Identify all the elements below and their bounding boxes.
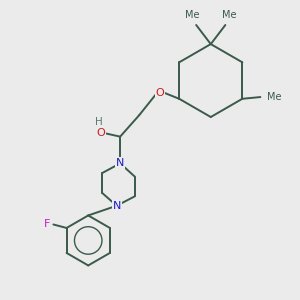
Text: N: N (112, 201, 121, 211)
Text: H: H (95, 117, 103, 127)
Text: F: F (44, 219, 51, 229)
Text: Me: Me (222, 11, 236, 20)
Text: Me: Me (185, 11, 200, 20)
Text: Me: Me (267, 92, 282, 102)
Text: N: N (116, 158, 124, 168)
Text: O: O (97, 128, 105, 138)
Text: O: O (156, 88, 164, 98)
